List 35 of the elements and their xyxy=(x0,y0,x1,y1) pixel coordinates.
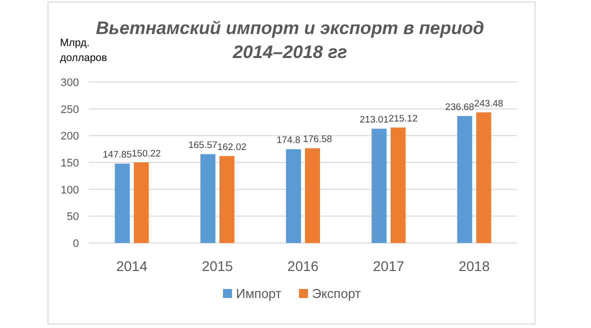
data-label: 174.8 xyxy=(276,135,300,146)
data-label: 243.48 xyxy=(474,98,504,110)
data-label: 213.01 xyxy=(360,114,389,126)
bar xyxy=(134,162,149,243)
y-tick-label: 200 xyxy=(60,130,79,143)
bar xyxy=(390,128,406,243)
y-tick-label: 250 xyxy=(60,104,79,116)
bar xyxy=(200,154,216,243)
bar xyxy=(457,116,472,243)
y-tick-label: 0 xyxy=(72,238,79,250)
data-label: 147.85 xyxy=(102,150,132,161)
y-tick-label: 300 xyxy=(60,77,79,89)
legend-label: Импорт xyxy=(236,286,282,301)
data-label: 150.22 xyxy=(132,148,161,160)
legend-label: Экспорт xyxy=(312,286,361,301)
bar xyxy=(476,112,492,243)
data-label: 176.58 xyxy=(302,134,332,146)
data-label: 215.12 xyxy=(388,114,418,125)
y-axis-title: Млрд. долларов xyxy=(60,37,108,64)
y-tick-label: 150 xyxy=(60,158,79,170)
bar xyxy=(219,156,234,243)
y-tick-label: 50 xyxy=(66,211,79,224)
bar xyxy=(305,148,320,243)
x-tick-label: 2018 xyxy=(458,258,490,274)
data-label: 162.02 xyxy=(217,142,246,154)
x-tick-label: 2014 xyxy=(116,258,148,274)
y-tick-label: 100 xyxy=(60,184,79,196)
x-tick-label: 2015 xyxy=(202,258,234,274)
x-tick-label: 2016 xyxy=(287,258,319,274)
bar xyxy=(114,164,130,243)
data-label: 165.57 xyxy=(188,140,218,152)
data-label: 236.68 xyxy=(445,102,474,113)
bar xyxy=(372,128,387,243)
bar xyxy=(286,149,301,243)
x-tick-label: 2017 xyxy=(373,258,404,274)
